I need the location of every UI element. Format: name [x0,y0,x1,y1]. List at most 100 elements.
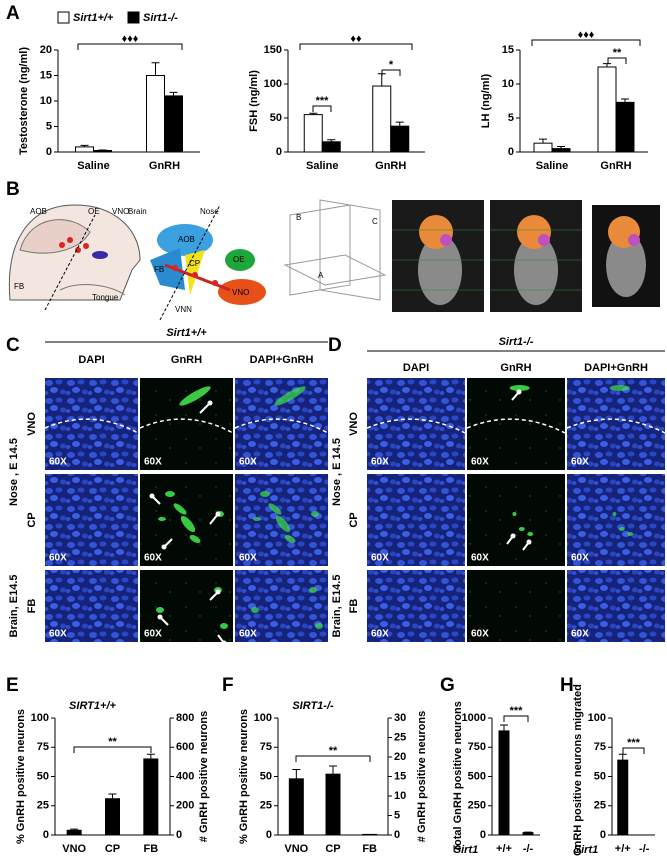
boundary-line [466,418,566,434]
significance-label: * [389,59,394,71]
gnrh-signal [509,385,530,391]
gnrh-signal [165,491,175,497]
group-label: Brain, E14.5 [8,575,20,638]
gnrh-signal [311,511,319,517]
schematic-label: AOB [30,207,47,216]
micrograph [367,474,465,566]
error-bar [539,138,547,144]
significance-label: *** [316,95,330,107]
y-tick-label: 5 [46,120,52,132]
y2-tick-label: 0 [176,829,182,841]
x-tick-label: FB [143,843,158,855]
magnification: 60X [144,629,162,640]
significance-bracket [299,43,413,50]
micrograph [140,378,233,470]
significance-bracket [295,755,371,762]
arrow-head [215,511,221,517]
micrograph [45,474,138,566]
micrograph [367,570,465,642]
row-label: VNO [26,412,38,436]
panel-label: C [6,335,20,356]
error-bar [70,828,79,831]
bar [498,730,510,836]
x-tick-label: GnRH [375,160,406,172]
y-axis-label: FSH (ng/ml) [248,70,260,132]
bar [288,778,304,836]
bar [321,141,341,153]
micrograph [567,474,665,566]
gnrh-signal [268,503,282,515]
y2-tick-label: 10 [394,790,406,802]
x-tick-label: +/+ [615,843,631,855]
column-label: DAPI+GnRH [584,362,648,374]
y-axis-label: Testosterone (ng/ml) [18,47,30,155]
schematic-label: Nose [200,207,219,216]
error-bar [327,139,336,142]
y-tick-label: 10 [40,95,52,107]
column-label: DAPI [403,362,429,374]
axis-label: C [372,217,378,226]
boundary-line [139,418,234,434]
schematic-label: FB [154,265,164,274]
magnification: 60X [239,457,257,468]
arrow-head [215,589,221,595]
bar [93,149,112,153]
y-tick-label: 25 [37,800,49,812]
micrograph [567,570,665,642]
y-tick-label: 0 [43,829,49,841]
gnrh-signal [315,623,323,629]
error-bar [500,724,508,731]
magnification: 60X [471,457,489,468]
y-tick-label: 1000 [462,712,486,724]
significance-label: *** [510,705,524,717]
micrograph [235,570,328,642]
y-tick-label: 100 [264,78,282,90]
significance-label: ♦♦ [350,33,362,45]
bar [522,832,534,836]
micrograph [367,378,465,470]
gnrh-signal [189,535,201,543]
magnification: 60X [144,457,162,468]
bar [533,142,553,153]
bar [143,758,159,836]
arrow-head [221,640,227,646]
error-bar [292,768,301,779]
micrograph [45,570,138,642]
panel-label: B [6,179,20,200]
boundary-line [566,418,666,434]
embryo-renderings [392,200,660,312]
magnification: 60X [571,457,589,468]
y2-tick-label: 25 [394,731,406,743]
schematic-label: VNO [232,288,249,297]
schematic-label: Brain [128,207,147,216]
error-bar [151,62,160,76]
y-tick-label: 15 [40,69,52,81]
schematic-label: VNN [175,305,192,314]
bar [105,798,120,836]
boundary-line [366,418,466,434]
schematic-label: OE [233,255,245,264]
group-label: Brain, E14.5 [331,575,343,638]
significance-label: ** [108,736,117,748]
gnrh-signal [512,512,517,516]
significance-bracket [312,105,332,112]
y-tick-label: 150 [264,44,282,56]
column-label: GnRH [500,362,531,374]
y-axis-label: LH (ng/ml) [480,73,492,128]
arrow-head [510,533,516,539]
y2-axis-label: # GnRH positive neurons [416,711,428,842]
y-axis-label: % GnRH positive neurons [238,709,250,844]
y-tick-label: 0 [508,146,514,158]
x-tick-label: FB [362,843,377,855]
x-tick-label: -/- [523,843,534,855]
magnification: 60X [239,553,257,564]
gnrh-signal [156,607,164,613]
micrograph [567,378,665,470]
y2-tick-label: 600 [176,741,194,753]
gnrh-signal [260,491,270,497]
legend-label: Sirt1+/+ [73,12,114,24]
error-bar [80,144,89,147]
x-tick-label: Saline [536,160,568,172]
y-tick-label: 50 [594,770,606,782]
magnification: 60X [371,553,389,564]
